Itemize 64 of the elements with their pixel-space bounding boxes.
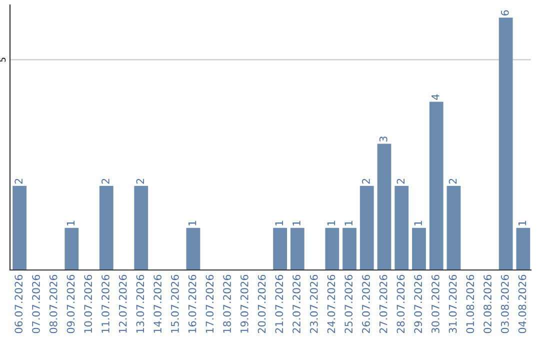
x-tick-label: 17.07.2026 <box>206 274 214 333</box>
data-label: 2 <box>14 178 22 184</box>
data-label: 1 <box>414 220 422 226</box>
bar <box>377 144 392 270</box>
x-tick-label: 08.07.2026 <box>49 274 58 334</box>
x-tick-label: 21.07.2026 <box>275 274 284 334</box>
data-label: 2 <box>136 178 144 184</box>
x-tick-label: 26.07.2026 <box>362 274 370 334</box>
data-label: 4 <box>432 94 440 100</box>
x-tick-label: 15.07.2026 <box>170 274 179 333</box>
x-tick-label: 10.07.2026 <box>84 274 92 333</box>
x-tick-label: 12.07.2026 <box>118 274 127 333</box>
bar <box>12 186 26 270</box>
x-tick-label: 13.07.2026 <box>136 274 144 333</box>
data-label: 1 <box>188 220 196 226</box>
bar <box>394 186 409 270</box>
x-tick-label: 22.07.2026 <box>292 274 300 334</box>
data-label: 3 <box>379 136 388 142</box>
data-label: 6 <box>500 10 509 16</box>
data-label: 2 <box>448 178 457 184</box>
bar <box>325 228 340 270</box>
data-label: 1 <box>66 220 75 226</box>
bar <box>498 18 513 270</box>
bar <box>446 186 461 270</box>
data-label: 2 <box>362 178 370 184</box>
x-tick-label: 19.07.2026 <box>240 274 248 333</box>
x-tick-label: 25.07.2026 <box>344 274 353 334</box>
x-tick-label: 30.07.2026 <box>431 274 440 334</box>
x-tick-label: 23.07.2026 <box>310 274 318 334</box>
x-tick-label: 14.07.2026 <box>154 274 162 333</box>
x-tick-label: 03.08.2026 <box>500 274 509 334</box>
data-label: 1 <box>292 220 300 226</box>
bar <box>273 228 287 270</box>
x-tick-label: 16.07.2026 <box>188 274 196 333</box>
x-tick-label: 02.08.2026 <box>484 274 492 334</box>
x-tick-label: 06.07.2026 <box>14 274 23 334</box>
x-tick-label: 20.07.2026 <box>258 274 266 334</box>
x-tick-label: 07.07.2026 <box>32 274 40 334</box>
data-label: 1 <box>518 220 526 226</box>
bar <box>412 228 426 270</box>
x-tick-label: 31.07.2026 <box>448 274 457 334</box>
x-tick-label: 04.08.2026 <box>518 274 526 334</box>
x-tick-label: 27.07.2026 <box>379 274 388 334</box>
data-label: 1 <box>275 220 283 226</box>
x-tick-label: 01.08.2026 <box>466 274 474 334</box>
x-tick-label: 29.07.2026 <box>414 274 422 334</box>
bar <box>429 102 444 270</box>
x-tick-label: 24.07.2026 <box>327 274 336 334</box>
bar <box>290 228 304 270</box>
bar <box>64 228 79 270</box>
x-tick-label: 18.07.2026 <box>223 274 231 333</box>
bar <box>360 186 374 270</box>
bar <box>516 228 530 270</box>
data-label: 2 <box>396 178 404 184</box>
x-tick-label: 28.07.2026 <box>396 274 405 334</box>
bar <box>99 186 114 270</box>
x-tick-label: 11.07.2026 <box>102 274 110 333</box>
bar <box>342 228 356 270</box>
bar <box>134 186 148 270</box>
data-label: 1 <box>344 220 352 226</box>
bar <box>186 228 200 270</box>
data-label: 2 <box>102 178 110 184</box>
x-tick-label: 09.07.2026 <box>66 274 75 334</box>
data-label: 1 <box>327 220 336 226</box>
